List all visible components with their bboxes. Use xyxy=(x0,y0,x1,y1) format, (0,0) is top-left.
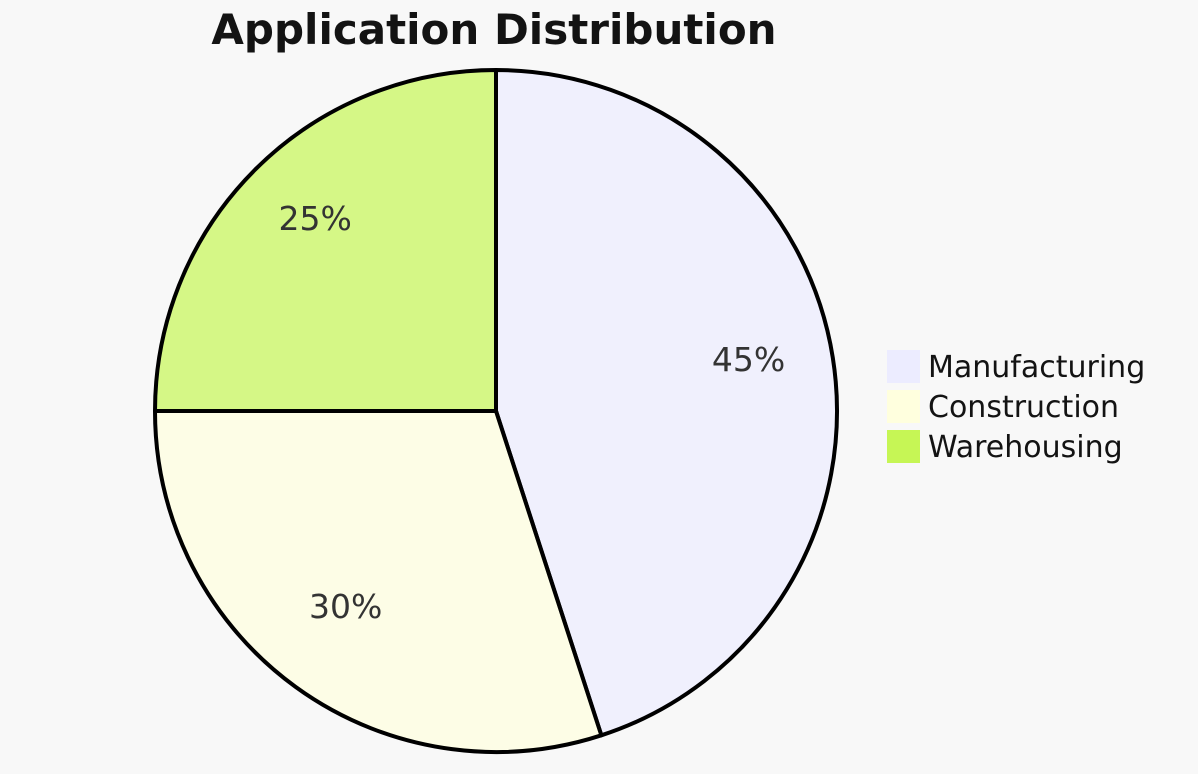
slice-label-warehousing: 25% xyxy=(279,199,352,238)
slice-label-manufacturing: 45% xyxy=(712,340,785,379)
legend-label-construction: Construction xyxy=(928,390,1119,425)
legend-swatch-warehousing xyxy=(887,430,920,463)
legend-label-warehousing: Warehousing xyxy=(928,430,1123,465)
pie-slice-construction xyxy=(153,409,604,754)
pie-slices xyxy=(153,68,839,754)
chart-legend: Manufacturing Construction Warehousing xyxy=(887,350,1145,465)
legend-swatch-construction xyxy=(887,390,920,423)
pie-slice-labels: 45% 30% 25% xyxy=(279,199,786,626)
legend-label-manufacturing: Manufacturing xyxy=(928,350,1145,385)
legend-swatch-manufacturing xyxy=(887,350,920,383)
chart-title: Application Distribution xyxy=(211,5,776,54)
pie-slice-warehousing xyxy=(153,68,498,413)
slice-label-construction: 30% xyxy=(309,587,382,626)
pie-slice-manufacturing xyxy=(494,68,839,738)
